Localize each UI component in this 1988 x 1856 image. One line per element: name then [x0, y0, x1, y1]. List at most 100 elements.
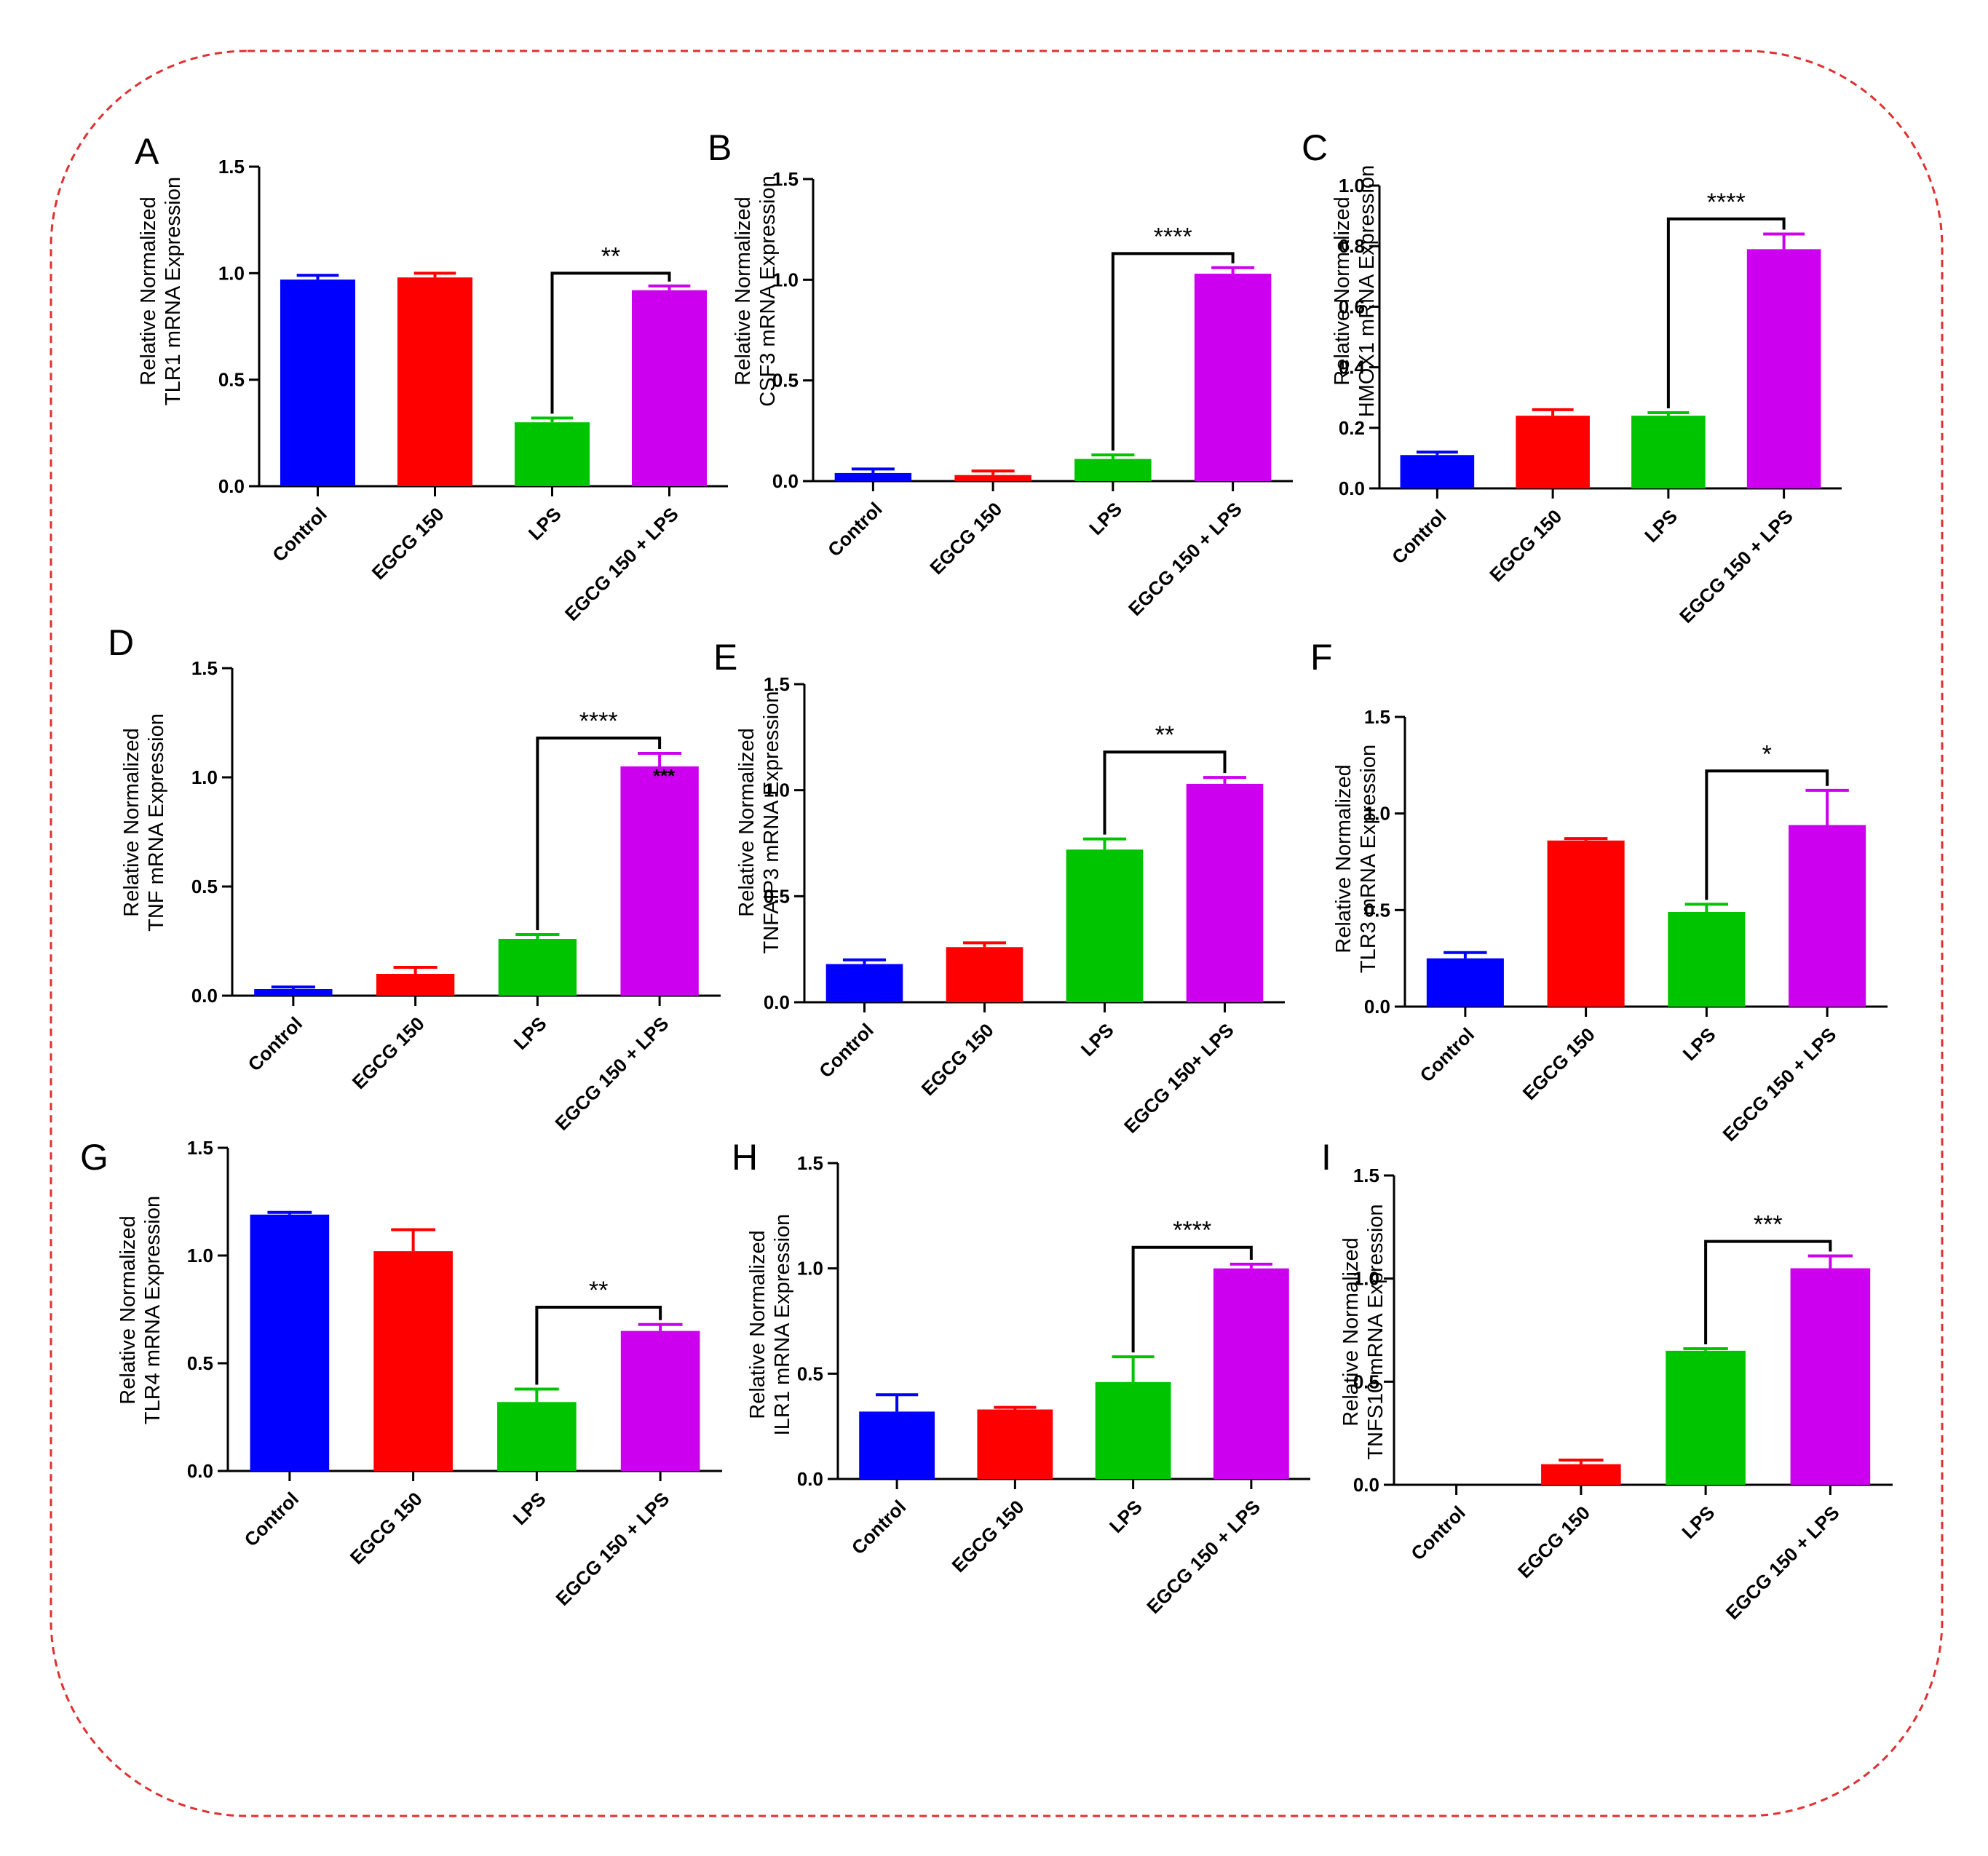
y-tick-label: 1.0 [1364, 803, 1390, 825]
significance-label: ** [589, 1277, 608, 1304]
y-tick-label: 0.5 [1353, 1371, 1379, 1392]
bar [1547, 840, 1625, 1007]
y-tick-label: 0.0 [218, 475, 245, 497]
y-axis-label-line: CSF3 mRNA Expression [756, 175, 780, 407]
x-tick-label: LPS [510, 1012, 551, 1054]
x-tick-label: EGCG 150 [368, 503, 448, 584]
x-tick-label: EGCG 150 + LPS [561, 503, 683, 625]
bar [1400, 455, 1475, 488]
y-tick-label: 1.0 [764, 780, 790, 801]
x-tick-label: EGCG 150 + LPS [551, 1012, 673, 1135]
y-tick-label: 1.0 [191, 766, 218, 788]
y-tick-label: 1.5 [191, 657, 218, 679]
y-axis-label-line: Relative Normalized [735, 728, 759, 917]
bar [376, 974, 455, 996]
x-tick-label: EGCG 150+ LPS [1120, 1019, 1238, 1138]
x-tick-label: LPS [1677, 1502, 1719, 1543]
panel-letter: H [732, 1137, 758, 1178]
x-tick-label: Control [1387, 505, 1451, 568]
x-tick-label: EGCG 150 + LPS [1142, 1496, 1264, 1618]
y-axis-label: Relative NormalizedCSF3 mRNA Expression [732, 175, 780, 407]
y-tick-label: 1.5 [1353, 1165, 1379, 1186]
chart-panel-a: A Relative NormalizedTLR1 mRNA Expression… [135, 131, 728, 625]
y-tick-label: 0.2 [1339, 417, 1365, 439]
chart-panel-h: H Relative NormalizedILR1 mRNA Expression… [732, 1137, 1310, 1618]
y-axis-label-line: Relative Normalized [116, 1215, 140, 1405]
bar [280, 279, 356, 486]
bar [954, 475, 1031, 481]
y-tick-label: 0.5 [1364, 899, 1390, 921]
y-tick-label: 0.5 [772, 370, 799, 392]
y-axis-label: Relative NormalizedILR1 mRNA Expression [746, 1214, 794, 1436]
inner-significance-label: *** [653, 765, 676, 787]
panel-letter: F [1310, 637, 1333, 678]
x-tick-label: EGCG 150 + LPS [1675, 505, 1797, 627]
x-tick-label: EGCG 150 [346, 1488, 427, 1569]
y-axis-label-line: Relative Normalized [732, 197, 755, 386]
y-axis-label: Relative NormalizedTNFAIP3 mRNA Expressi… [735, 691, 783, 954]
x-tick-label: LPS [1679, 1023, 1720, 1065]
bar [397, 277, 473, 486]
chart-panel-d: D Relative NormalizedTNF mRNA Expression 0… [108, 622, 721, 1135]
bar [1194, 274, 1272, 481]
bar [825, 964, 903, 1002]
y-tick-label: 1.5 [1364, 706, 1390, 728]
y-tick-label: 1.0 [218, 262, 245, 284]
y-axis-label: Relative NormalizedTLR4 mRNA Expression [116, 1196, 165, 1424]
y-axis-label-line: TLR4 mRNA Expression [141, 1196, 165, 1424]
significance-bracket [1705, 769, 1829, 900]
bar [1213, 1268, 1289, 1479]
x-tick-label: Control [815, 1019, 878, 1082]
significance-label: ** [601, 242, 620, 270]
significance-bracket [1704, 1240, 1832, 1344]
panel-letter: E [713, 637, 737, 678]
y-tick-label: 0.0 [797, 1468, 823, 1490]
y-axis-label-line: Relative Normalized [137, 197, 160, 386]
x-tick-label: Control [244, 1012, 307, 1076]
y-tick-label: 0.5 [797, 1363, 823, 1384]
y-tick-label: 0.0 [772, 470, 799, 492]
bar [946, 947, 1023, 1002]
x-tick-label: Control [1406, 1502, 1470, 1565]
bar [1516, 416, 1590, 488]
x-tick-label: EGCG 150 + LPS [1124, 498, 1246, 620]
y-axis-label-line: TNF mRNA Expression [145, 713, 168, 932]
bar [1790, 1268, 1871, 1485]
bar [834, 472, 912, 481]
panel-letter: G [80, 1137, 108, 1178]
bar [1631, 416, 1706, 488]
significance-label: **** [1707, 189, 1746, 216]
x-tick-label: Control [240, 1488, 304, 1551]
bar [977, 1409, 1053, 1479]
x-tick-label: Control [268, 503, 331, 566]
y-tick-label: 0.0 [191, 985, 218, 1007]
x-tick-label: LPS [524, 503, 566, 544]
bar [1668, 911, 1746, 1007]
bar [859, 1411, 935, 1479]
significance-bracket [550, 271, 671, 414]
y-tick-label: 0.0 [187, 1460, 213, 1482]
x-tick-label: LPS [509, 1488, 550, 1529]
y-axis-label-line: TNFS10 mRNA Expression [1364, 1204, 1387, 1459]
y-tick-label: 1.0 [797, 1258, 823, 1280]
panel-letter: B [708, 127, 732, 168]
y-axis-label: Relative NormalizedTLR3 mRNA Expression [1332, 745, 1380, 973]
x-tick-label: EGCG 150 [1518, 1023, 1599, 1104]
x-tick-label: Control [847, 1496, 911, 1559]
bar [498, 939, 577, 996]
y-axis-label-line: TLR3 mRNA Expression [1357, 745, 1380, 973]
x-tick-label: LPS [1077, 1019, 1118, 1060]
y-tick-label: 1.0 [1353, 1268, 1379, 1290]
significance-bracket [1111, 252, 1235, 451]
y-tick-label: 0.6 [1339, 296, 1365, 317]
bar [1186, 783, 1264, 1002]
significance-bracket [536, 737, 662, 930]
y-axis-label-line: Relative Normalized [120, 728, 143, 917]
bar [631, 290, 708, 486]
y-axis-label-line: ILR1 mRNA Expression [771, 1214, 794, 1436]
y-tick-label: 0.0 [1364, 996, 1390, 1018]
y-tick-label: 1.5 [772, 168, 799, 190]
x-tick-label: EGCG 150 [917, 1019, 998, 1100]
significance-label: ** [1155, 721, 1174, 749]
